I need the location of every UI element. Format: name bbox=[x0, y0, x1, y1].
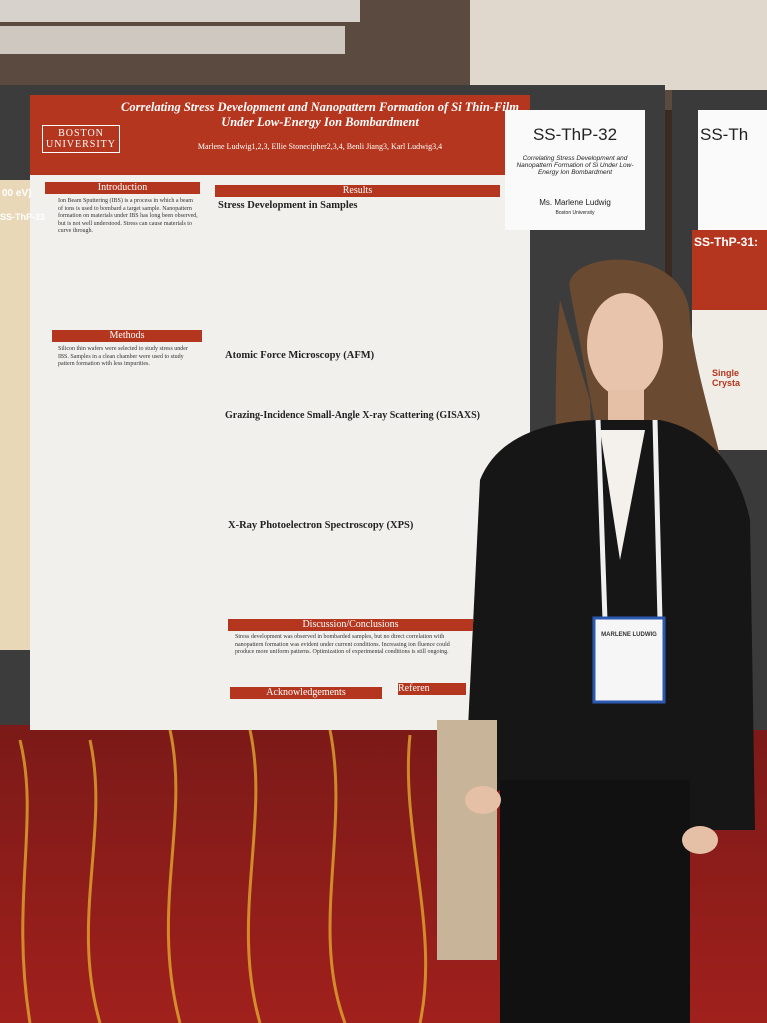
sign-code: SS-ThP-32 bbox=[532, 125, 618, 144]
badge bbox=[592, 616, 666, 704]
sign-presenter: Ms. Marlene Ludwig bbox=[539, 198, 611, 207]
ceiling-panel bbox=[470, 0, 767, 90]
poster-header bbox=[30, 95, 530, 175]
sign bbox=[505, 110, 645, 230]
neighbor-heading: Single Crysta bbox=[712, 368, 741, 388]
subheading: Grazing-Incidence Small-Angle X-ray Scat… bbox=[225, 410, 480, 421]
subheading: Stress Development in Samples bbox=[218, 200, 358, 211]
neighbor-poster-header bbox=[692, 230, 767, 310]
poster-title: Correlating Stress Development and Nanop… bbox=[121, 100, 519, 129]
sign-title: Correlating Stress Development and Nanop… bbox=[516, 155, 634, 176]
neighbor-code: SS-Th bbox=[700, 125, 749, 144]
logo: BOSTON UNIVERSITY bbox=[42, 125, 120, 153]
person bbox=[437, 259, 755, 1023]
section-heading: Acknowledgements bbox=[230, 687, 382, 699]
neighbor-text: 00 eV) bbox=[2, 188, 32, 199]
lanyard bbox=[652, 419, 663, 621]
subheading: Atomic Force Microscopy (AFM) bbox=[225, 350, 375, 361]
neighbor-code: SS-ThP-31: bbox=[694, 235, 759, 249]
section-text: Ion Beam Sputtering (IBS) is a process i… bbox=[58, 198, 198, 234]
face bbox=[587, 293, 663, 397]
ceiling-panel bbox=[0, 0, 360, 22]
section-heading: Introduction bbox=[45, 182, 200, 194]
lanyard bbox=[595, 419, 608, 621]
other-person-legs bbox=[437, 720, 497, 960]
badge-name: MARLENE LUDWIG bbox=[601, 632, 657, 638]
sign-affiliation: Boston University bbox=[555, 210, 595, 216]
section-heading: Referen bbox=[398, 683, 466, 695]
ceiling-panel bbox=[0, 26, 345, 54]
carpet-pattern bbox=[18, 729, 428, 1023]
neighbor-code: SS-ThP-33 bbox=[0, 212, 46, 222]
subheading: X-Ray Photoelectron Spectroscopy (XPS) bbox=[228, 520, 414, 531]
section-heading: Discussion/Conclusions bbox=[228, 619, 473, 631]
pants bbox=[500, 780, 690, 1023]
section-text: Stress development was observed in bomba… bbox=[235, 634, 450, 655]
hand bbox=[682, 826, 718, 854]
shirt bbox=[600, 430, 645, 560]
poster-authors: Marlene Ludwig1,2,3, Ellie Stonecipher2,… bbox=[197, 142, 443, 151]
section-text: Silicon thin wafers were selected to stu… bbox=[58, 346, 188, 367]
hand bbox=[465, 786, 501, 814]
section-heading: Methods bbox=[52, 330, 202, 342]
sign bbox=[698, 110, 767, 230]
section-heading: Results bbox=[215, 185, 500, 197]
